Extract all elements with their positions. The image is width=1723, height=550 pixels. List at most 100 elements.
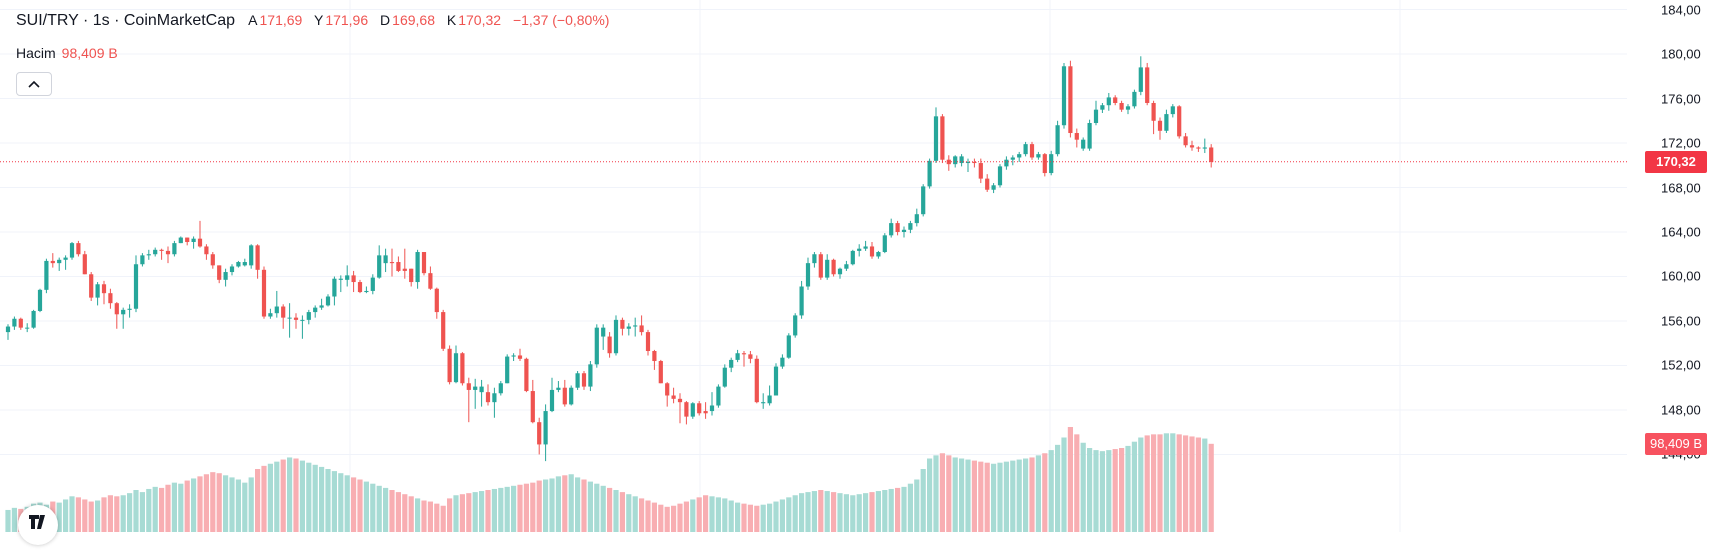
- volume-bar: [293, 458, 299, 532]
- volume-bar: [600, 485, 606, 532]
- volume-bar: [498, 487, 504, 532]
- volume-bar: [203, 474, 209, 532]
- candle: [1087, 119, 1092, 151]
- candle-body: [818, 254, 823, 278]
- candlestick-chart[interactable]: [0, 0, 1723, 532]
- volume-bar: [1099, 451, 1105, 532]
- candle-body: [594, 327, 599, 365]
- volume-bar: [767, 503, 773, 532]
- candle: [357, 279, 363, 294]
- volume-bar: [959, 458, 965, 532]
- candle-body: [31, 310, 36, 328]
- volume-bar: [395, 492, 401, 532]
- candle: [153, 247, 158, 257]
- candle: [1119, 100, 1124, 112]
- candle-body: [1049, 154, 1054, 174]
- candle: [415, 249, 420, 289]
- candle: [345, 265, 350, 287]
- candle: [953, 155, 958, 168]
- candle-body: [133, 264, 139, 309]
- volume-bar: [703, 495, 709, 532]
- volume-bar: [191, 478, 197, 532]
- candle-body: [1157, 120, 1163, 131]
- candle-body: [575, 373, 580, 388]
- candle-body: [953, 156, 958, 165]
- candle-body: [82, 254, 87, 275]
- volume-bar: [658, 504, 664, 532]
- volume-bar: [287, 457, 293, 532]
- symbol-legend: SUI/TRY · 1s · CoinMarketCap A 171,69 Y 17…: [16, 12, 617, 30]
- volume-bar: [1087, 448, 1093, 532]
- candle-body: [1170, 106, 1175, 115]
- candle: [722, 364, 727, 388]
- candle: [1029, 141, 1035, 160]
- volume-bar: [5, 509, 11, 532]
- volume-bar: [1042, 453, 1048, 532]
- candle-body: [933, 116, 939, 161]
- volume-bar: [818, 490, 824, 532]
- candle-body: [633, 325, 638, 327]
- candle: [985, 174, 990, 192]
- candle-body: [428, 273, 433, 289]
- volume-bar: [383, 487, 389, 532]
- candle: [306, 309, 311, 325]
- volume-bar: [1112, 449, 1118, 532]
- volume-bar: [920, 469, 926, 532]
- collapse-legend-button[interactable]: [16, 72, 52, 96]
- volume-bar: [331, 471, 337, 532]
- last-volume-tag: 98,409 B: [1645, 432, 1707, 455]
- candle: [511, 353, 516, 362]
- candle: [562, 379, 567, 407]
- candle-body: [729, 359, 734, 368]
- candle-body: [613, 319, 619, 354]
- volume-bar: [914, 479, 920, 532]
- candle-body: [364, 290, 369, 293]
- volume-bar: [722, 498, 728, 532]
- candle-body: [332, 278, 337, 297]
- symbol-title[interactable]: SUI/TRY · 1s · CoinMarketCap: [16, 12, 236, 29]
- candle: [217, 265, 222, 284]
- volume-legend[interactable]: Hacim 98,409 B: [16, 45, 118, 61]
- candle: [761, 393, 766, 409]
- candle-body: [95, 284, 100, 298]
- candle: [466, 377, 471, 423]
- candle: [805, 257, 811, 290]
- candle: [479, 379, 484, 407]
- candle: [1138, 56, 1143, 96]
- volume-value: 98,409 B: [61, 45, 118, 61]
- candle: [460, 352, 465, 386]
- chevron-up-icon: [28, 80, 40, 88]
- candle: [626, 323, 631, 336]
- candle-body: [421, 252, 427, 274]
- volume-bar: [127, 493, 133, 532]
- candle-body: [658, 361, 663, 384]
- candle-body: [191, 238, 196, 243]
- candle: [249, 244, 254, 269]
- candle: [991, 183, 996, 194]
- candle-body: [50, 260, 55, 264]
- candle-body: [549, 389, 555, 412]
- volume-bar: [1157, 434, 1163, 532]
- volume-bar: [299, 460, 305, 532]
- volume-bar: [75, 497, 81, 532]
- volume-bar: [267, 463, 273, 532]
- candle-body: [876, 252, 881, 257]
- candle: [364, 286, 369, 294]
- candle: [383, 248, 388, 273]
- tradingview-logo-icon[interactable]: [18, 505, 58, 545]
- volume-bar: [453, 495, 459, 532]
- volume-bar: [709, 496, 715, 532]
- candle-body: [908, 223, 913, 230]
- volume-bar: [466, 493, 472, 532]
- candle-body: [786, 335, 791, 358]
- candle-body: [466, 383, 471, 390]
- candle-body: [178, 237, 183, 244]
- candle-body: [1164, 114, 1169, 131]
- volume-bar: [479, 491, 485, 532]
- candle-body: [108, 293, 113, 304]
- candle: [421, 252, 427, 276]
- volume-bar: [178, 483, 184, 532]
- volume-bar: [1029, 457, 1035, 532]
- volume-bar: [792, 495, 798, 532]
- volume-bar: [133, 490, 139, 532]
